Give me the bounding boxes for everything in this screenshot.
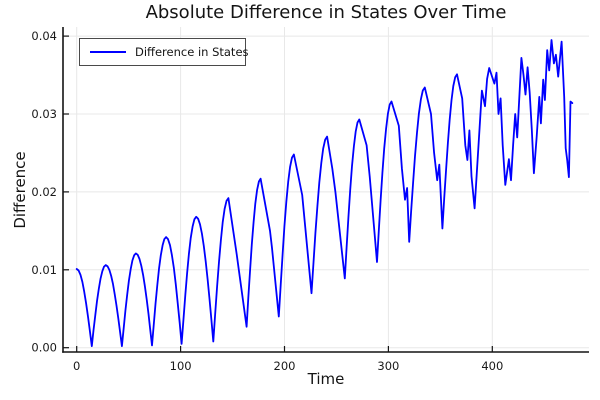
x-tick-label: 400 <box>481 359 503 373</box>
x-tick-label: 100 <box>170 359 192 373</box>
legend-label: Difference in States <box>135 45 249 59</box>
x-axis-title: Time <box>307 370 345 388</box>
y-tick-label: 0.00 <box>31 341 57 355</box>
y-tick-label: 0.03 <box>31 107 57 121</box>
y-axis-title: Difference <box>11 151 29 229</box>
y-tick-label: 0.01 <box>31 263 57 277</box>
y-tick-label: 0.02 <box>31 185 57 199</box>
legend-line-sample <box>90 51 126 53</box>
chart-title: Absolute Difference in States Over Time <box>145 2 507 23</box>
x-tick-label: 300 <box>377 359 399 373</box>
y-tick-label: 0.04 <box>31 29 57 43</box>
legend: Difference in States <box>79 38 249 66</box>
difference-line-series <box>75 39 574 348</box>
x-tick-label: 200 <box>274 359 296 373</box>
x-tick-label: 0 <box>73 359 80 373</box>
